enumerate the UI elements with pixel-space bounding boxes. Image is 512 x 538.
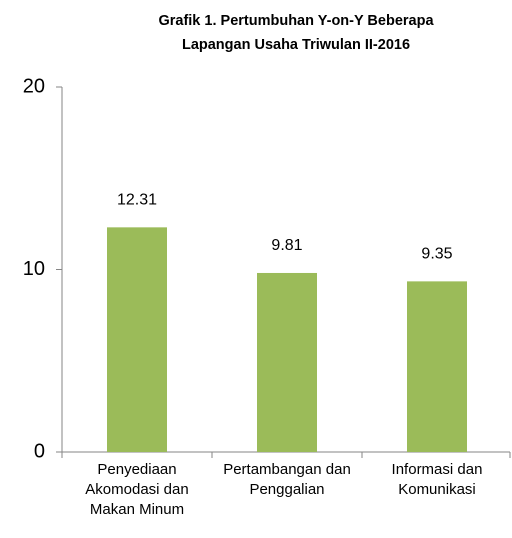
data-label: 9.81 bbox=[271, 237, 302, 254]
chart-title: Lapangan Usaha Triwulan II-2016 bbox=[182, 37, 410, 53]
data-label: 9.35 bbox=[421, 246, 452, 263]
x-tick-label: Pertambangan dan Penggalian bbox=[223, 461, 351, 498]
y-tick-label: 20 bbox=[23, 75, 45, 97]
bar bbox=[257, 272, 317, 452]
chart-title: Grafik 1. Pertumbuhan Y-on-Y Beberapa bbox=[158, 13, 434, 29]
bar bbox=[407, 281, 467, 452]
x-tick-label: Informasi dan Komunikasi bbox=[391, 461, 483, 498]
data-label: 12.31 bbox=[117, 192, 157, 209]
y-tick-label: 0 bbox=[34, 440, 45, 462]
x-tick-label: Penyediaan Akomodasi dan Makan Minum bbox=[85, 461, 189, 518]
y-tick-label: 10 bbox=[23, 258, 45, 280]
bar bbox=[107, 227, 167, 452]
